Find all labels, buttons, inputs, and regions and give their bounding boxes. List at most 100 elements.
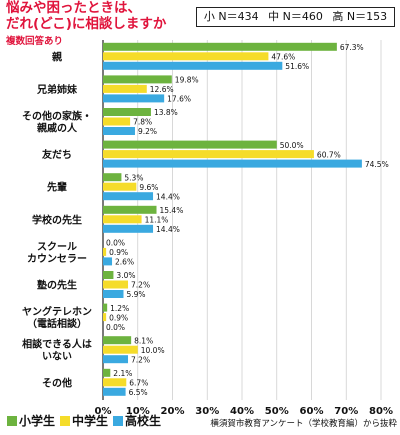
- bar: [103, 108, 151, 116]
- data-label: 47.6%: [271, 53, 295, 62]
- data-label: 5.9%: [127, 290, 146, 299]
- data-label: 10.0%: [141, 346, 165, 355]
- bar: [103, 387, 126, 396]
- bar: [103, 290, 124, 298]
- bar: [103, 313, 107, 322]
- bar: [103, 159, 362, 168]
- chart-title: 悩みや困ったときは、 だれ(どこ)に相談しますか: [6, 0, 166, 32]
- bar: [103, 52, 269, 61]
- category-label: 兄弟姉妹: [36, 83, 78, 96]
- data-label: 11.1%: [145, 216, 169, 225]
- bar: [103, 378, 127, 387]
- legend-label-high: 高校生: [125, 414, 162, 428]
- data-label: 1.2%: [110, 304, 129, 313]
- legend-swatch-elementary: [7, 415, 17, 426]
- category-label: その他: [42, 376, 72, 389]
- sample-size-elementary: 小 N＝434: [203, 10, 259, 23]
- bar: [103, 140, 277, 149]
- category-label: 先輩: [47, 181, 67, 194]
- category-label-line: 親: [52, 50, 62, 63]
- bar: [103, 224, 154, 233]
- bar: [103, 127, 135, 135]
- x-tick-label: 60%: [300, 406, 324, 417]
- data-label: 7.2%: [131, 281, 150, 290]
- data-label: 2.6%: [115, 258, 134, 267]
- data-label: 7.8%: [133, 118, 152, 127]
- category-label: 塾の先生: [37, 279, 77, 292]
- data-label: 0.0%: [106, 323, 125, 332]
- bar: [103, 182, 137, 191]
- data-label: 51.6%: [285, 62, 309, 71]
- category-label: 親: [52, 50, 62, 63]
- data-label: 19.8%: [175, 76, 199, 85]
- bar: [103, 84, 147, 93]
- source-note: 横須賀市教育アンケート（学校教育編）から抜粋: [210, 419, 397, 429]
- data-label: 6.5%: [129, 388, 148, 397]
- bar: [103, 368, 111, 377]
- legend-swatch-high: [113, 415, 124, 426]
- bar: [103, 205, 157, 214]
- data-label: 9.2%: [138, 127, 157, 136]
- legend-label-elementary: 小学生: [19, 414, 56, 428]
- bar: [103, 355, 129, 364]
- data-label: 50.0%: [280, 141, 304, 150]
- category-label-line: スクール: [37, 241, 77, 253]
- data-label: 8.1%: [134, 336, 153, 345]
- data-label: 12.6%: [150, 85, 174, 94]
- bar: [103, 257, 113, 266]
- data-label: 3.0%: [116, 271, 135, 280]
- category-label: 友だち: [42, 148, 72, 161]
- bar: [103, 345, 138, 354]
- data-label: 7.2%: [131, 355, 150, 364]
- bar: [103, 336, 132, 345]
- category-label-line: 先輩: [47, 181, 67, 194]
- sample-size-box: 小 N＝434 中 N＝460 高 N＝153: [196, 7, 395, 27]
- category-label-line: 学校の先生: [32, 213, 82, 226]
- category-label: 相談できる人はいない: [22, 338, 92, 363]
- category-label: ヤングテレホン（電話相談）: [22, 305, 92, 330]
- x-tick-label: 0%: [95, 406, 112, 417]
- category-label: スクールカウンセラー: [27, 241, 87, 265]
- sample-size-junior-high: 中 N＝460: [268, 10, 323, 23]
- x-tick-label: 50%: [265, 406, 289, 417]
- x-tick-label: 30%: [195, 406, 219, 417]
- bar: [103, 94, 165, 103]
- bar: [103, 303, 108, 312]
- bar: [103, 192, 154, 201]
- category-label-line: ヤングテレホン: [22, 305, 92, 318]
- data-label: 15.4%: [160, 206, 184, 215]
- category-label-line: 兄弟姉妹: [36, 83, 78, 96]
- data-label: 5.3%: [124, 173, 143, 182]
- category-label-line: 親戚の人: [37, 122, 78, 135]
- x-tick-label: 20%: [161, 406, 185, 417]
- data-label: 2.1%: [113, 369, 132, 378]
- data-label: 9.6%: [139, 183, 158, 192]
- category-label: 学校の先生: [32, 213, 82, 226]
- data-label: 67.3%: [340, 43, 364, 52]
- data-label: 14.4%: [156, 192, 180, 201]
- category-label: その他の家族・親戚の人: [22, 110, 92, 135]
- data-label: 0.9%: [109, 313, 128, 322]
- category-label-line: その他の家族・: [22, 110, 92, 123]
- x-tick-label: 10%: [126, 406, 150, 417]
- category-label-line: 塾の先生: [37, 279, 77, 292]
- category-label-line: その他: [42, 376, 72, 389]
- bar: [103, 173, 122, 182]
- data-label: 6.7%: [129, 379, 148, 388]
- bar: [103, 150, 314, 159]
- bar: [103, 280, 129, 289]
- data-label: 17.6%: [167, 95, 191, 104]
- legend-swatch-junior-high: [60, 415, 71, 426]
- category-label-line: 相談できる人は: [22, 338, 92, 351]
- bar: [103, 75, 172, 84]
- legend: 小学生 中学生 高校生: [2, 412, 161, 429]
- category-label-line: カウンセラー: [27, 253, 87, 265]
- bar: [103, 61, 283, 70]
- bar: [103, 215, 142, 224]
- data-label: 14.4%: [156, 225, 180, 234]
- data-label: 60.7%: [317, 150, 341, 159]
- chart-title-line-1: 悩みや困ったときは、: [6, 0, 141, 16]
- category-label-line: いない: [42, 351, 72, 363]
- data-label: 13.8%: [154, 108, 178, 117]
- bar: [103, 117, 131, 126]
